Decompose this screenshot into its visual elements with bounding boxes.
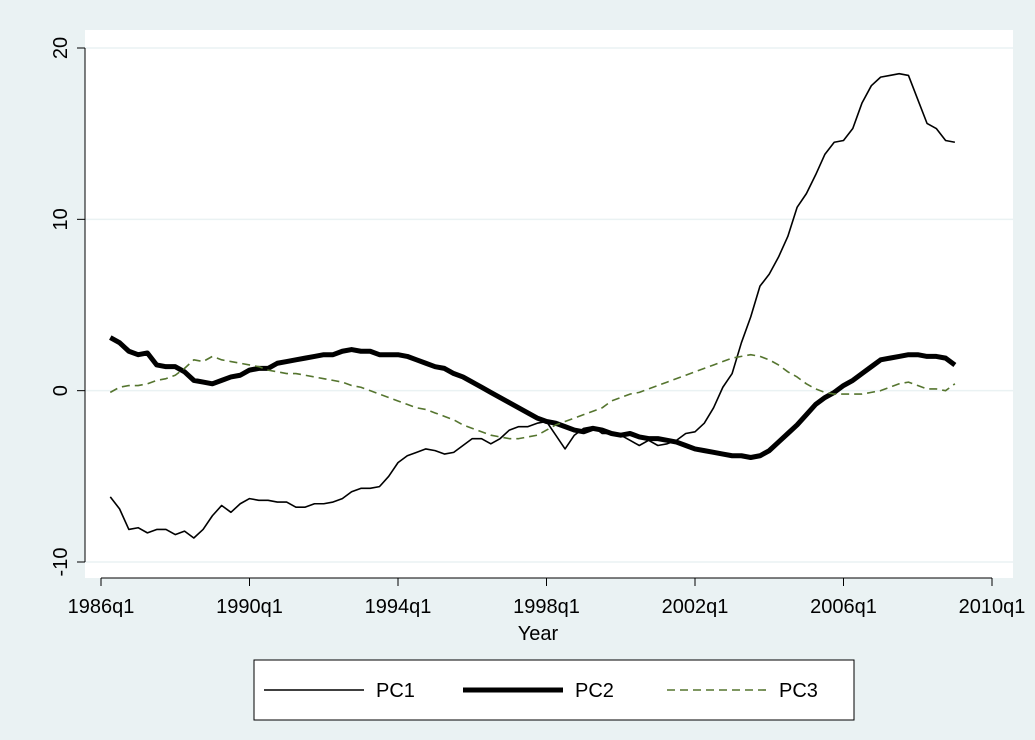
x-axis-label: Year bbox=[518, 623, 559, 645]
x-tick-label: 1986q1 bbox=[68, 596, 135, 618]
series-line bbox=[109, 72, 956, 539]
legend-label: PC1 bbox=[376, 680, 415, 702]
series-line bbox=[109, 353, 956, 440]
y-tick-label: 0 bbox=[50, 385, 72, 396]
legend-label: PC2 bbox=[575, 680, 614, 702]
plot-area bbox=[85, 30, 1013, 578]
x-tick-label: 1998q1 bbox=[513, 596, 580, 618]
x-tick-label: 2002q1 bbox=[662, 596, 729, 618]
x-tick-label: 1990q1 bbox=[216, 596, 283, 618]
y-tick-label: 10 bbox=[50, 208, 72, 230]
x-tick-label: 2010q1 bbox=[959, 596, 1026, 618]
series-line bbox=[109, 335, 957, 460]
y-tick-label: -10 bbox=[50, 548, 72, 577]
x-tick-label: 1994q1 bbox=[365, 596, 432, 618]
legend-label: PC3 bbox=[779, 680, 818, 702]
y-tick-label: 20 bbox=[50, 37, 72, 59]
x-tick-label: 2006q1 bbox=[810, 596, 877, 618]
